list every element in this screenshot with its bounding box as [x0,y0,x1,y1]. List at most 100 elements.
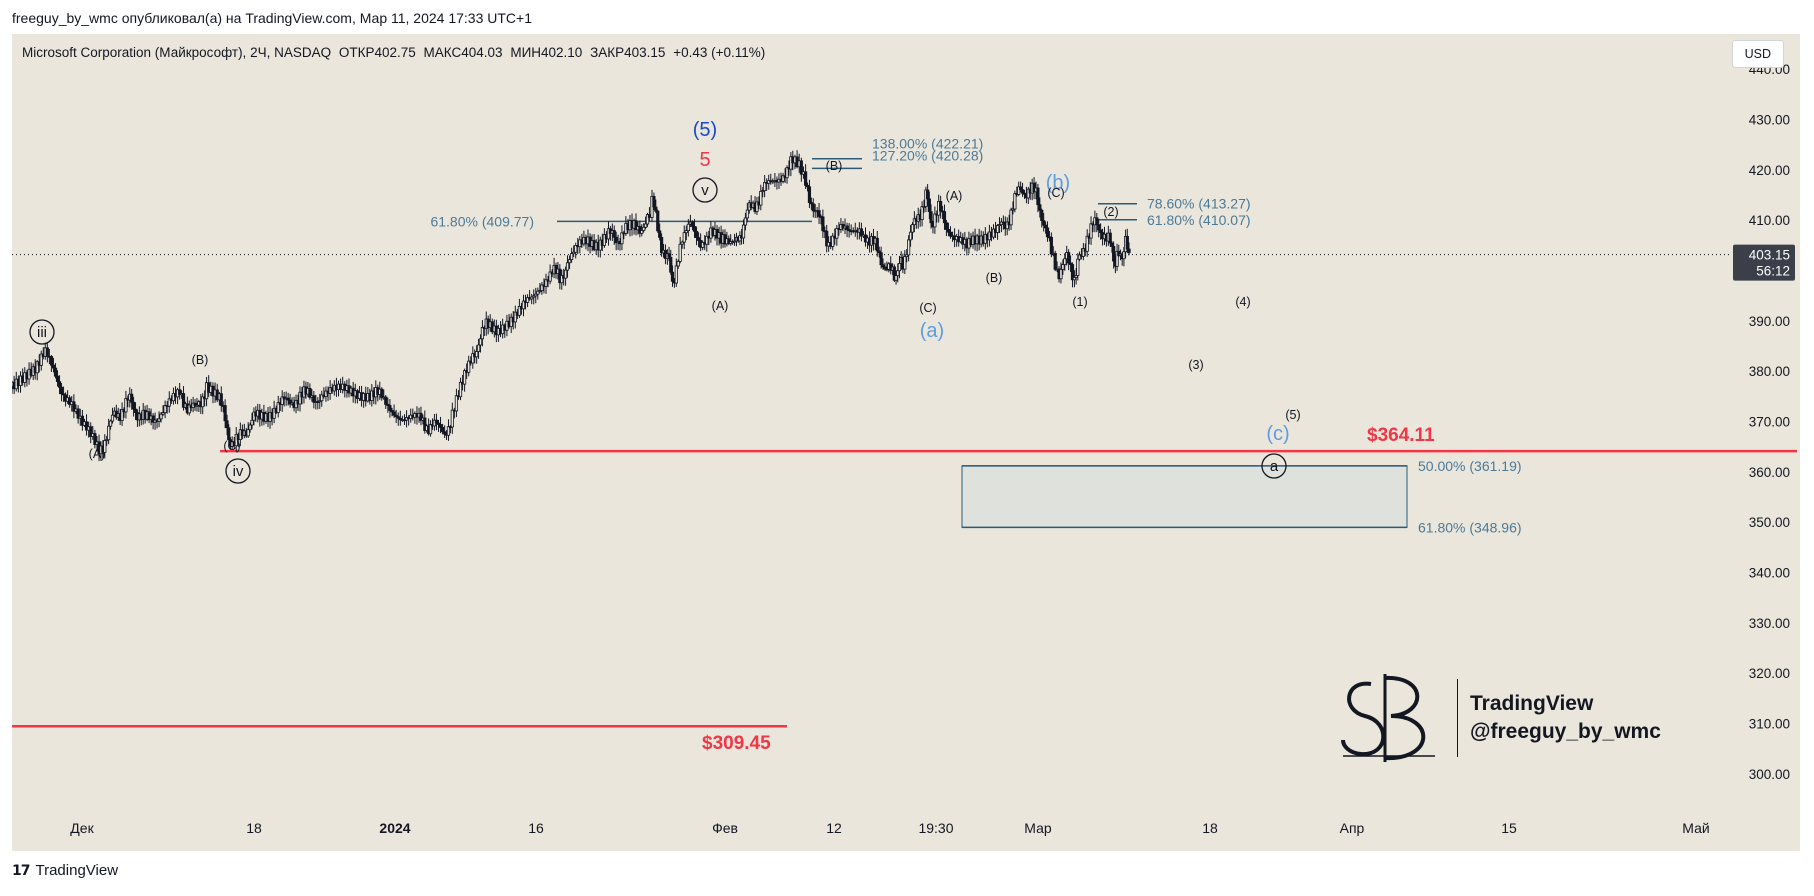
price-chart[interactable]: $364.11 $309.45 61.80% (409.77) 138.00% (42… [12,34,1800,851]
candle-body [640,230,644,234]
price-tick-350: 350.00 [1749,515,1790,530]
footer-brand[interactable]: 17 TradingView [12,862,118,879]
chart-panel[interactable]: $364.11 $309.45 61.80% (409.77) 138.00% (42… [12,34,1800,851]
time-tick-7: Мар [1024,820,1052,836]
candle-body [654,206,658,212]
candle-body [396,416,400,419]
levels-layer: $364.11 $309.45 61.80% (409.77) 138.00% (42… [12,136,1797,754]
candle-body [538,290,542,292]
watermark-line1: TradingView [1470,691,1594,715]
candle-body [692,226,697,232]
time-tick-0: Дек [70,820,94,836]
candle-body [910,224,915,233]
candle-body [825,230,829,247]
candle-body [684,230,688,234]
candle-body [572,251,576,255]
candle-body [944,222,949,230]
candle-body [1011,208,1015,211]
candle-body [446,426,451,436]
candle-body [59,386,64,395]
watermark-divider [1457,678,1458,757]
candle-body [1053,252,1057,270]
candle-body [434,419,439,424]
candle-body [634,220,638,231]
candle-body [560,275,564,284]
candle-body [1032,182,1036,193]
candle-body [741,224,746,239]
candle-body [419,412,423,421]
candle-body [1085,235,1089,252]
candle-body [53,367,58,377]
candle-body [676,261,680,267]
candle-body [680,241,684,245]
candle-body [942,211,947,224]
candle-body [1072,277,1076,281]
candle-body [614,236,618,244]
price-tick-340: 340.00 [1749,565,1790,580]
candle-body [272,407,276,419]
candle-body [132,401,136,410]
candle-body [440,426,445,433]
candle-body [476,344,481,352]
candle-body [61,393,66,396]
candle-body [548,271,552,282]
price-tick-330: 330.00 [1749,616,1790,631]
candle-body [1013,193,1017,210]
candle-body [276,402,280,413]
candle-body [248,424,252,431]
candle-body [805,184,810,188]
wave-label-9: (B) [826,159,843,173]
candle-body [318,400,322,403]
candle-body [926,189,930,200]
candle-body [458,381,463,398]
candle-body [181,393,186,408]
candle-body [645,214,650,225]
candle-body [781,175,785,182]
candle-body [93,433,97,445]
candle-body [1059,269,1063,280]
wave-label-13: (a) [920,320,944,342]
candle-body [892,266,896,281]
candle-body [667,253,671,258]
candle-body [883,266,887,270]
candle-body [280,396,284,405]
candle-body [51,364,56,369]
candle-body [877,250,881,254]
candle-body [845,225,849,230]
currency-button[interactable]: USD [1731,40,1784,68]
wave-label-15: (C) [1047,186,1064,200]
candle-body [612,230,616,238]
candle-body [682,232,686,243]
candle-body [89,426,93,437]
candle-body [187,404,191,414]
wave-label-0: iii [37,324,47,341]
candle-body [831,235,835,247]
candle-body [1076,258,1080,276]
wave-label-16: (1) [1072,295,1087,309]
candle-body [811,203,815,212]
fib-label-4: 61.80% (410.07) [1147,212,1251,228]
published-line: freeguy_by_wmc опубликовал(а) на Trading… [12,10,533,26]
candle-body [525,297,530,303]
candle-body [732,240,737,243]
price-tick-300: 300.00 [1749,767,1790,782]
candles-layer [12,150,1131,462]
wave-label-2: (B) [192,353,209,367]
candle-body [922,206,926,208]
candle-body [130,393,134,403]
legend-change: +0.43 (+0.11%) [673,45,766,60]
candle-body [163,405,167,413]
candle-body [540,284,544,291]
candle-body [57,381,62,388]
time-tick-11: Май [1682,820,1709,836]
candle-body [727,238,731,244]
candle-body [84,421,89,431]
candle-body [1020,189,1025,194]
fib-label-3: 78.60% (413.27) [1147,196,1251,212]
candle-body [454,395,459,412]
candle-body [530,296,534,300]
author-watermark: TradingView @freeguy_by_wmc [1335,670,1661,765]
wave-circle-4 [225,458,251,484]
candle-body [1099,229,1103,233]
candle-body [513,311,517,323]
